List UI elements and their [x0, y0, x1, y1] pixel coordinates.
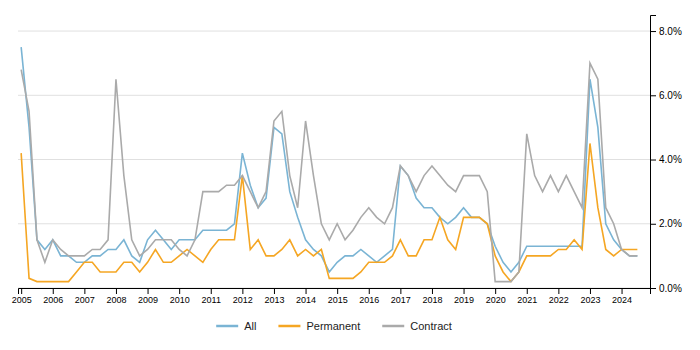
- legend-label: All: [244, 320, 256, 332]
- y-tick: 2.0%: [650, 218, 682, 229]
- x-tick-label: 2014: [296, 295, 316, 305]
- x-tick-label: 2022: [549, 295, 569, 305]
- x-tick-mark: [622, 288, 623, 294]
- y-tick-label: 6.0%: [659, 90, 682, 101]
- y-axis-line: [651, 16, 657, 289]
- x-tick-label: 2019: [454, 295, 474, 305]
- y-tick-mark: [650, 31, 656, 32]
- x-axis: 2005 2006 2007 2008 2009 2010 2011 2012 2013 2014…: [12, 288, 651, 305]
- x-tick-mark: [306, 288, 307, 294]
- x-tick-label: 2017: [391, 295, 411, 305]
- x-tick: 2019: [454, 288, 474, 305]
- y-tick-mark: [650, 288, 656, 289]
- legend-item: Contract: [382, 320, 452, 332]
- x-tick-label: 2015: [328, 295, 348, 305]
- chart: 2005 2006 2007 2008 2009 2010 2011 2012 2013 2014…: [0, 0, 700, 350]
- x-tick-label: 2008: [106, 295, 126, 305]
- x-tick-mark: [148, 288, 149, 294]
- x-tick-label: 2012: [233, 295, 253, 305]
- x-tick-label: 2016: [359, 295, 379, 305]
- x-tick: 2009: [138, 288, 158, 305]
- plot: 2005 2006 2007 2008 2009 2010 2011 2012 2013 2014…: [12, 16, 682, 306]
- x-tick: 2005: [12, 288, 32, 305]
- x-tick: 2011: [202, 288, 221, 305]
- x-tick-mark: [495, 288, 496, 294]
- legend-swatch: [216, 325, 238, 328]
- grid-line: [18, 223, 650, 224]
- x-tick: 2017: [391, 288, 411, 305]
- x-tick: 2013: [264, 288, 284, 305]
- grid-line: [18, 95, 650, 96]
- lines: [21, 47, 637, 281]
- legend-swatch: [382, 325, 404, 328]
- x-tick-mark: [179, 288, 180, 294]
- x-tick-label: 2024: [612, 295, 632, 305]
- legend-label: Permanent: [306, 320, 360, 332]
- series-line: [21, 63, 637, 281]
- x-tick-label: 2023: [580, 295, 600, 305]
- legend: All Permanent Contract: [216, 320, 452, 332]
- y-tick-mark: [650, 95, 656, 96]
- x-axis-line: [19, 289, 651, 295]
- x-tick-label: 2006: [43, 295, 63, 305]
- x-tick-mark: [464, 288, 465, 294]
- x-tick-mark: [274, 288, 275, 294]
- grid-line: [18, 31, 650, 32]
- x-tick: 2022: [549, 288, 569, 305]
- x-tick: 2008: [106, 288, 126, 305]
- y-tick: 8.0%: [650, 26, 682, 37]
- x-tick-mark: [432, 288, 433, 294]
- x-tick-label: 2005: [12, 295, 32, 305]
- x-tick: 2007: [75, 288, 95, 305]
- x-tick-mark: [558, 288, 559, 294]
- y-axis: 0.0% 2.0% 4.0% 6.0% 8.0%: [650, 16, 682, 294]
- x-tick: 2010: [170, 288, 190, 305]
- x-tick-mark: [400, 288, 401, 294]
- x-tick: 2021: [517, 288, 537, 305]
- x-tick-mark: [242, 288, 243, 294]
- x-tick-mark: [211, 288, 212, 294]
- x-tick: 2015: [328, 288, 348, 305]
- x-tick: 2006: [43, 288, 63, 305]
- x-tick-mark: [337, 288, 338, 294]
- y-tick: 6.0%: [650, 90, 682, 101]
- x-tick-mark: [84, 288, 85, 294]
- y-tick: 0.0%: [650, 283, 682, 294]
- x-tick: 2023: [580, 288, 600, 305]
- y-tick-label: 0.0%: [659, 283, 682, 294]
- legend-item: All: [216, 320, 256, 332]
- x-tick: 2024: [612, 288, 632, 305]
- x-tick-mark: [527, 288, 528, 294]
- x-tick: 2014: [296, 288, 316, 305]
- x-tick-label: 2011: [202, 295, 221, 305]
- x-tick-label: 2010: [170, 295, 190, 305]
- x-tick-label: 2009: [138, 295, 158, 305]
- legend-item: Permanent: [278, 320, 360, 332]
- x-tick-mark: [590, 288, 591, 294]
- y-tick-label: 2.0%: [659, 218, 682, 229]
- x-tick: 2020: [486, 288, 506, 305]
- y-tick: 4.0%: [650, 154, 682, 165]
- x-tick-mark: [21, 288, 22, 294]
- y-tick-mark: [650, 160, 656, 161]
- x-tick-label: 2007: [75, 295, 95, 305]
- x-tick-mark: [116, 288, 117, 294]
- y-tick-label: 8.0%: [659, 26, 682, 37]
- x-tick-label: 2013: [264, 295, 284, 305]
- x-tick-mark: [53, 288, 54, 294]
- x-tick-label: 2020: [486, 295, 506, 305]
- y-tick-mark: [650, 224, 656, 225]
- x-tick: 2018: [422, 288, 442, 305]
- y-tick-label: 4.0%: [659, 154, 682, 165]
- legend-swatch: [278, 325, 300, 328]
- series-line: [21, 143, 637, 281]
- legend-label: Contract: [410, 320, 452, 332]
- x-tick: 2016: [359, 288, 379, 305]
- grid: [18, 31, 650, 288]
- x-tick: 2012: [233, 288, 253, 305]
- x-tick-mark: [369, 288, 370, 294]
- x-tick-label: 2021: [517, 295, 537, 305]
- x-tick-label: 2018: [422, 295, 442, 305]
